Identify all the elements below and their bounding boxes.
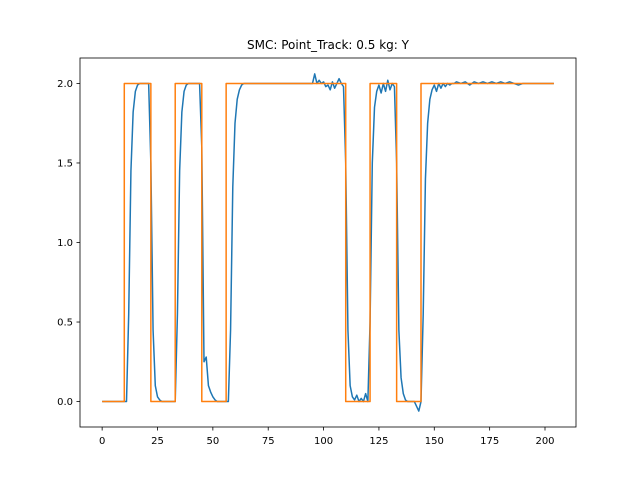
y-tick-label: 0.5: [57, 318, 73, 329]
y-tick-label: 1.5: [57, 158, 73, 169]
x-tick-label: 175: [480, 436, 499, 447]
x-tick-label: 125: [369, 436, 388, 447]
y-tick-label: 1.0: [57, 238, 73, 249]
x-tick-label: 25: [151, 436, 164, 447]
x-tick-label: 150: [425, 436, 444, 447]
y-tick-label: 0.0: [57, 397, 73, 408]
x-axis: 0 25 50 75 100 125 150 175 200: [99, 427, 555, 447]
y-axis: 0.0 0.5 1.0 1.5 2.0: [57, 79, 80, 408]
x-tick-label: 100: [314, 436, 333, 447]
chart-title: SMC: Point_Track: 0.5 kg: Y: [247, 38, 410, 52]
plot-frame: [79, 57, 577, 428]
x-tick-label: 50: [206, 436, 219, 447]
series-line-2: [102, 82, 554, 403]
x-tick-label: 75: [262, 436, 275, 447]
series-layer: [102, 73, 554, 412]
x-tick-label: 200: [535, 436, 554, 447]
y-tick-label: 2.0: [57, 79, 73, 90]
x-tick-label: 0: [99, 436, 105, 447]
